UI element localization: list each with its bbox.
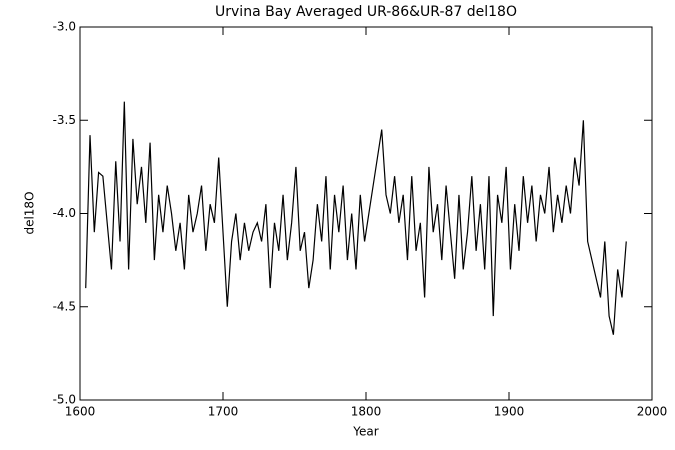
chart-title: Urvina Bay Averaged UR-86&UR-87 del18O (215, 4, 517, 20)
y-axis-label: del18O (23, 191, 37, 234)
x-tick-label: 1700 (208, 405, 239, 419)
y-tick-label: -3.5 (53, 113, 76, 127)
x-axis-label: Year (352, 425, 378, 439)
x-tick-label: 1900 (494, 405, 525, 419)
y-tick-label: -4.0 (53, 206, 76, 220)
x-tick-label: 2000 (637, 405, 668, 419)
y-tick-label: -3.0 (53, 20, 76, 34)
data-line (85, 101, 627, 335)
x-tick-label: 1600 (65, 405, 96, 419)
y-tick-label: -5.0 (53, 393, 76, 407)
y-tick-label: -4.5 (53, 299, 76, 313)
x-tick-label: 1800 (351, 405, 382, 419)
